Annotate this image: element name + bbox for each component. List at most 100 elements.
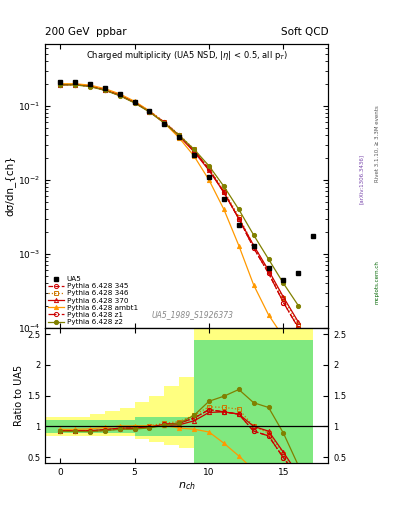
Bar: [224, 340, 239, 463]
Bar: [119, 408, 134, 436]
Pythia 6.428 ambt1: [252, 282, 256, 288]
Bar: [164, 417, 179, 436]
Pythia 6.428 346: [207, 165, 211, 171]
Bar: [45, 417, 60, 436]
Pythia 6.428 ambt1: [192, 153, 196, 159]
Bar: [268, 340, 283, 463]
UA5: [192, 152, 196, 158]
Pythia 6.428 346: [266, 268, 271, 274]
Pythia 6.428 346: [88, 83, 92, 89]
Bar: [254, 328, 268, 463]
Pythia 6.428 346: [237, 214, 241, 220]
UA5: [281, 276, 286, 283]
Bar: [268, 328, 283, 463]
Pythia 6.428 z1: [103, 87, 107, 93]
Pythia 6.428 z1: [207, 166, 211, 172]
Y-axis label: Ratio to UA5: Ratio to UA5: [15, 365, 24, 426]
UA5: [252, 243, 256, 249]
Pythia 6.428 ambt1: [177, 135, 182, 141]
Pythia 6.428 z1: [281, 300, 286, 306]
Pythia 6.428 345: [162, 119, 167, 125]
Bar: [119, 420, 134, 433]
Pythia 6.428 345: [222, 189, 226, 196]
UA5: [88, 81, 92, 87]
Bar: [194, 340, 209, 463]
Y-axis label: dσ/dn_{ch}: dσ/dn_{ch}: [4, 155, 15, 216]
Bar: [209, 328, 224, 463]
Pythia 6.428 z1: [222, 189, 226, 196]
Pythia 6.428 346: [222, 187, 226, 194]
Bar: [75, 420, 90, 433]
Text: [arXiv:1306.3436]: [arXiv:1306.3436]: [359, 154, 364, 204]
Pythia 6.428 ambt1: [103, 86, 107, 92]
Pythia 6.428 ambt1: [73, 81, 77, 87]
Pythia 6.428 346: [117, 92, 122, 98]
Line: Pythia 6.428 z2: Pythia 6.428 z2: [58, 83, 301, 308]
Text: UA5_1989_S1926373: UA5_1989_S1926373: [151, 310, 233, 319]
Pythia 6.428 345: [132, 99, 137, 105]
Pythia 6.428 z2: [177, 133, 182, 139]
Line: Pythia 6.428 345: Pythia 6.428 345: [58, 82, 301, 330]
Bar: [254, 340, 268, 463]
Line: Pythia 6.428 370: Pythia 6.428 370: [58, 82, 301, 324]
Pythia 6.428 z1: [88, 83, 92, 90]
Pythia 6.428 z2: [117, 93, 122, 99]
UA5: [58, 79, 62, 86]
Pythia 6.428 345: [73, 81, 77, 88]
Pythia 6.428 z2: [222, 183, 226, 189]
Pythia 6.428 ambt1: [237, 243, 241, 249]
Pythia 6.428 370: [58, 81, 62, 88]
Pythia 6.428 345: [266, 270, 271, 276]
Pythia 6.428 370: [88, 83, 92, 89]
Pythia 6.428 346: [73, 81, 77, 88]
Line: Pythia 6.428 ambt1: Pythia 6.428 ambt1: [58, 82, 301, 359]
Pythia 6.428 345: [147, 108, 152, 114]
UA5: [132, 98, 137, 104]
Bar: [179, 377, 194, 448]
UA5: [117, 91, 122, 97]
Bar: [194, 328, 209, 463]
Pythia 6.428 345: [177, 133, 182, 139]
Line: UA5: UA5: [58, 80, 316, 282]
UA5: [147, 108, 152, 114]
Pythia 6.428 ambt1: [281, 334, 286, 340]
Pythia 6.428 ambt1: [147, 108, 152, 114]
Pythia 6.428 346: [132, 99, 137, 105]
Bar: [149, 396, 164, 442]
Pythia 6.428 370: [266, 267, 271, 273]
Bar: [134, 402, 149, 439]
Pythia 6.428 346: [252, 243, 256, 249]
Pythia 6.428 z2: [237, 206, 241, 212]
X-axis label: $n_{ch}$: $n_{ch}$: [178, 480, 196, 492]
Pythia 6.428 ambt1: [207, 177, 211, 183]
UA5: [266, 265, 271, 271]
Pythia 6.428 z1: [73, 82, 77, 88]
Bar: [239, 340, 254, 463]
UA5: [237, 222, 241, 228]
Bar: [209, 340, 224, 463]
Pythia 6.428 z1: [177, 133, 182, 139]
Pythia 6.428 370: [103, 87, 107, 93]
Pythia 6.428 370: [73, 81, 77, 88]
UA5: [162, 120, 167, 126]
Pythia 6.428 z2: [252, 232, 256, 238]
Pythia 6.428 346: [58, 81, 62, 88]
Pythia 6.428 ambt1: [162, 120, 167, 126]
UA5: [103, 85, 107, 91]
Bar: [90, 420, 105, 433]
Line: Pythia 6.428 346: Pythia 6.428 346: [58, 82, 301, 327]
Text: Soft QCD: Soft QCD: [281, 27, 328, 37]
Pythia 6.428 370: [162, 120, 167, 126]
UA5: [311, 233, 316, 239]
Pythia 6.428 z2: [296, 303, 301, 309]
Pythia 6.428 346: [296, 322, 301, 328]
Pythia 6.428 345: [88, 83, 92, 89]
Pythia 6.428 345: [296, 325, 301, 331]
Pythia 6.428 ambt1: [296, 354, 301, 360]
Pythia 6.428 z2: [58, 82, 62, 88]
Pythia 6.428 ambt1: [222, 206, 226, 212]
Line: Pythia 6.428 z1: Pythia 6.428 z1: [58, 82, 301, 330]
Pythia 6.428 370: [237, 216, 241, 222]
Pythia 6.428 z2: [207, 163, 211, 169]
Pythia 6.428 345: [252, 245, 256, 251]
